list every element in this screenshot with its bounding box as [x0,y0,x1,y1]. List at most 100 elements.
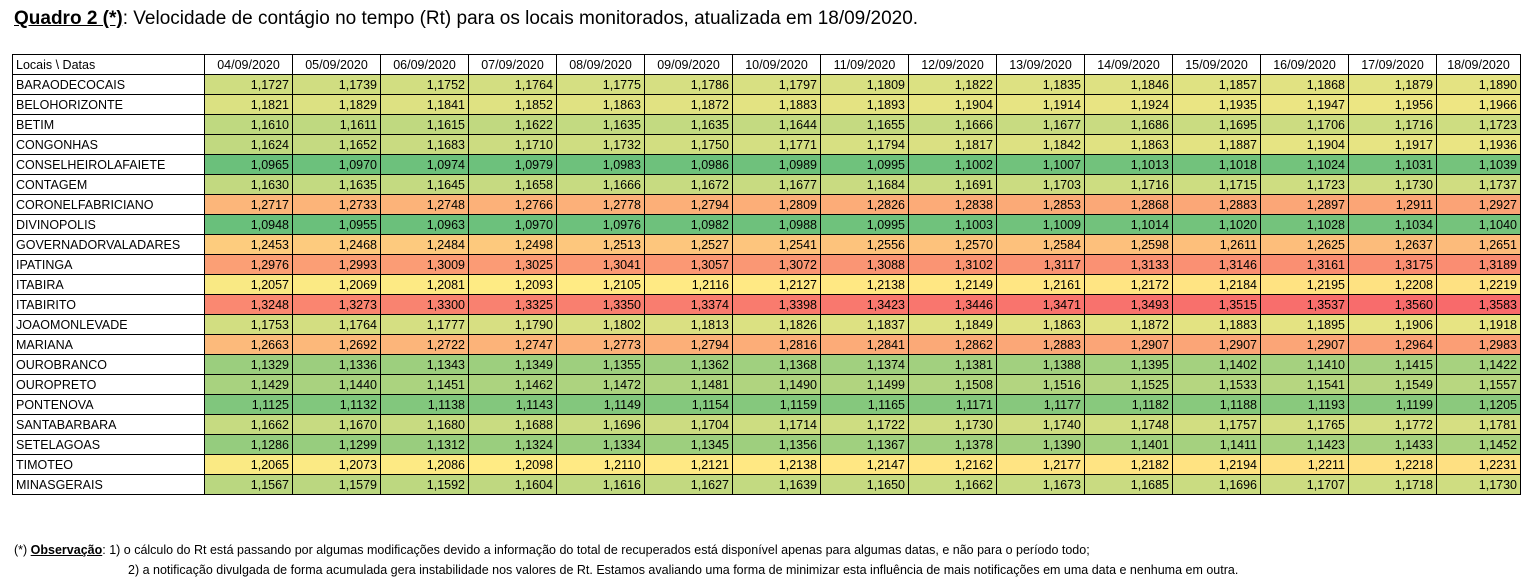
rt-value-cell: 1,1852 [468,94,557,115]
rt-value-cell: 1,1821 [204,94,293,115]
corner-header: Locais \ Datas [12,54,205,75]
rt-value-cell: 1,1883 [1172,314,1261,335]
rt-value-cell: 1,2149 [908,274,997,295]
rt-value-cell: 1,1777 [380,314,469,335]
rt-value-cell: 1,0963 [380,214,469,235]
title-label: Quadro 2 (*) [14,8,123,29]
rt-value-cell: 1,1704 [644,414,733,435]
rt-value-cell: 1,2611 [1172,234,1261,255]
rt-value-cell: 1,1748 [1084,414,1173,435]
rt-value-cell: 1,2907 [1172,334,1261,355]
rt-value-cell: 1,1917 [1348,134,1437,155]
rt-value-cell: 1,1031 [1348,154,1437,175]
rt-value-cell: 1,1541 [1260,374,1349,395]
rt-value-cell: 1,3398 [732,294,821,315]
rt-value-cell: 1,1644 [732,114,821,135]
rt-value-cell: 1,1039 [1436,154,1521,175]
rt-value-cell: 1,3117 [996,254,1085,275]
table-row: SANTABARBARA 1,1662 1,1670 1,1680 1,1688 1,16… [12,414,1521,435]
rt-value-cell: 1,2663 [204,334,293,355]
rt-value-cell: 1,3515 [1172,294,1261,315]
rt-value-cell: 1,1024 [1260,154,1349,175]
table-row: MARIANA 1,2663 1,2692 1,2722 1,2747 1,2773 1,2… [12,334,1521,355]
date-header: 12/09/2020 [908,54,997,75]
rt-value-cell: 1,2637 [1348,234,1437,255]
location-name: GOVERNADORVALADARES [12,234,205,255]
rt-value-cell: 1,1334 [556,434,645,455]
rt-value-cell: 1,1750 [644,134,733,155]
rt-value-cell: 1,3102 [908,254,997,275]
rt-value-cell: 1,1422 [1436,354,1521,375]
rt-value-cell: 1,0982 [644,214,733,235]
rt-value-cell: 1,3273 [292,294,381,315]
location-name: JOAOMONLEVADE [12,314,205,335]
rt-value-cell: 1,2498 [468,234,557,255]
rt-value-cell: 1,1696 [1172,474,1261,495]
rt-value-cell: 1,1716 [1084,174,1173,195]
footnote: (*) Observação: 1) o cálculo do Rt está … [14,540,1238,580]
rt-value-cell: 1,1655 [820,114,909,135]
rt-value-cell: 1,1592 [380,474,469,495]
footnote-prefix: (*) [14,543,31,557]
table-row: CONTAGEM 1,1630 1,1635 1,1645 1,1658 1,1666 1,… [12,174,1521,195]
rt-value-cell: 1,2841 [820,334,909,355]
footnote-line-1: (*) Observação: 1) o cálculo do Rt está … [14,540,1238,560]
rt-value-cell: 1,1349 [468,354,557,375]
rt-value-cell: 1,0979 [468,154,557,175]
rt-value-cell: 1,1868 [1260,74,1349,95]
rt-value-cell: 1,2484 [380,234,469,255]
rt-value-cell: 1,2065 [204,454,293,475]
rt-value-cell: 1,1645 [380,174,469,195]
rt-value-cell: 1,1822 [908,74,997,95]
rt-value-cell: 1,2195 [1260,274,1349,295]
date-header: 09/09/2020 [644,54,733,75]
rt-value-cell: 1,1299 [292,434,381,455]
rt-value-cell: 1,2838 [908,194,997,215]
rt-value-cell: 1,1003 [908,214,997,235]
rt-value-cell: 1,1567 [204,474,293,495]
rt-value-cell: 1,3072 [732,254,821,275]
rt-value-cell: 1,1159 [732,394,821,415]
rt-value-cell: 1,1182 [1084,394,1173,415]
rt-value-cell: 1,0974 [380,154,469,175]
rt-value-cell: 1,1672 [644,174,733,195]
date-header: 11/09/2020 [820,54,909,75]
rt-value-cell: 1,1132 [292,394,381,415]
rt-value-cell: 1,1604 [468,474,557,495]
rt-value-cell: 1,1730 [1348,174,1437,195]
rt-value-cell: 1,1740 [996,414,1085,435]
rt-value-cell: 1,2527 [644,234,733,255]
rt-value-cell: 1,2826 [820,194,909,215]
rt-value-cell: 1,3175 [1348,254,1437,275]
rt-value-cell: 1,2086 [380,454,469,475]
rt-value-cell: 1,1410 [1260,354,1349,375]
location-name: SANTABARBARA [12,414,205,435]
rt-value-cell: 1,1171 [908,394,997,415]
date-header: 18/09/2020 [1436,54,1521,75]
rt-value-cell: 1,1345 [644,434,733,455]
rt-value-cell: 1,2453 [204,234,293,255]
rt-value-cell: 1,1622 [468,114,557,135]
rt-value-cell: 1,1367 [820,434,909,455]
rt-value-cell: 1,1635 [644,114,733,135]
rt-value-cell: 1,3146 [1172,254,1261,275]
rt-value-cell: 1,1857 [1172,74,1261,95]
rt-value-cell: 1,2868 [1084,194,1173,215]
rt-value-cell: 1,2177 [996,454,1085,475]
rt-value-cell: 1,1802 [556,314,645,335]
rt-value-cell: 1,3133 [1084,254,1173,275]
rt-value-cell: 1,2853 [996,194,1085,215]
rt-value-cell: 1,0976 [556,214,645,235]
table-row: IPATINGA 1,2976 1,2993 1,3009 1,3025 1,3041 1,… [12,254,1521,275]
location-name: PONTENOVA [12,394,205,415]
rt-value-cell: 1,3583 [1436,294,1521,315]
rt-value-cell: 1,3300 [380,294,469,315]
rt-value-cell: 1,1635 [292,174,381,195]
rt-value-cell: 1,1662 [204,414,293,435]
rt-value-cell: 1,3471 [996,294,1085,315]
rt-value-cell: 1,2625 [1260,234,1349,255]
rt-value-cell: 1,1007 [996,154,1085,175]
rt-value-cell: 1,1028 [1260,214,1349,235]
table-row: SETELAGOAS 1,1286 1,1299 1,1312 1,1324 1,1334… [12,434,1521,455]
rt-value-cell: 1,1401 [1084,434,1173,455]
